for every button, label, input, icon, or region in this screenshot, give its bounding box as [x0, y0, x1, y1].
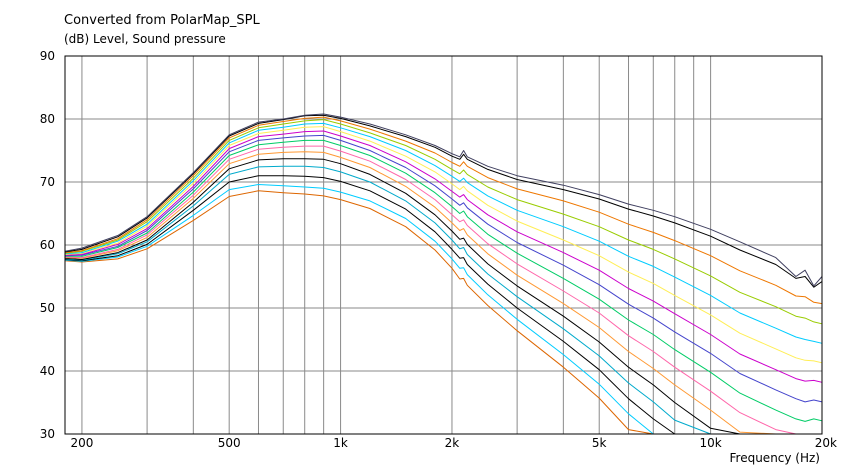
series-line-3 — [64, 116, 823, 305]
x-tick-label: 1k — [333, 436, 348, 450]
series-line-11 — [64, 151, 822, 435]
series-line-1 — [64, 113, 823, 287]
y-tick-label: 80 — [40, 112, 55, 126]
y-tick-label: 50 — [40, 301, 55, 315]
y-tick-label: 30 — [40, 427, 55, 441]
series-line-12 — [64, 158, 822, 435]
x-tick-label: 2k — [445, 436, 460, 450]
x-axis-label: Frequency (Hz) — [730, 451, 821, 465]
series-line-2 — [64, 114, 823, 288]
series-line-9 — [65, 139, 823, 422]
y-tick-label: 70 — [40, 175, 55, 189]
series-line-4 — [64, 119, 823, 325]
series-line-5 — [64, 122, 823, 344]
y-tick-labels: 30 40 50 60 70 80 90 — [40, 49, 55, 441]
series-line-6 — [64, 126, 823, 364]
x-tick-label: 500 — [218, 436, 241, 450]
x-tick-label: 20k — [815, 436, 837, 450]
y-tick-label: 60 — [40, 238, 55, 252]
y-axis-label: (dB) Level, Sound pressure — [64, 32, 226, 46]
series-line-8 — [64, 134, 823, 403]
x-tick-label: 200 — [70, 436, 93, 450]
y-tick-label: 40 — [40, 364, 55, 378]
series-group — [64, 113, 823, 435]
x-tick-label: 5k — [592, 436, 607, 450]
x-tick-labels: 200 500 1k 2k 5k 10k 20k — [70, 436, 837, 450]
series-line-10 — [64, 145, 822, 435]
plot-frame — [64, 55, 823, 435]
series-line-7 — [64, 130, 823, 383]
y-tick-label: 90 — [40, 49, 55, 63]
chart-title: Converted from PolarMap_SPL — [64, 13, 260, 28]
x-tick-label: 10k — [699, 436, 721, 450]
